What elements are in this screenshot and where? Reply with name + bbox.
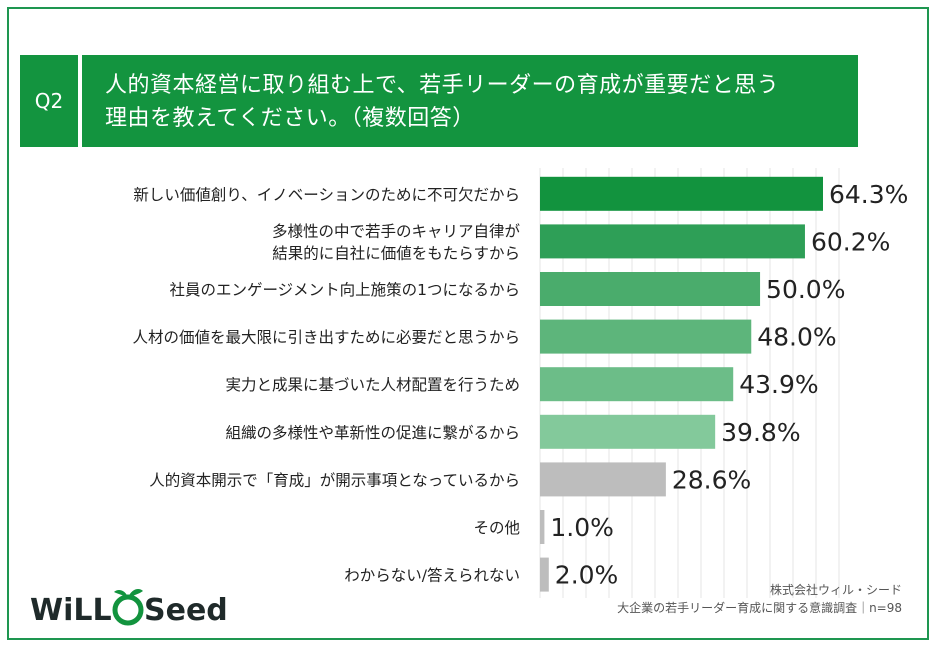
source-note: 株式会社ウィル・シード 大企業の若手リーダー育成に関する意識調査｜n=98: [617, 581, 902, 617]
value-label: 64.3%: [829, 180, 908, 209]
value-label: 1.0%: [550, 513, 614, 542]
bar: [540, 176, 823, 211]
value-label: 39.8%: [721, 418, 800, 447]
source-survey: 大企業の若手リーダー育成に関する意識調査｜n=98: [617, 601, 902, 615]
category-label: 社員のエンゲージメント向上施策の1つになるから: [169, 281, 520, 299]
willseed-logo: WiLL Seed: [30, 589, 228, 628]
category-label: 実力と成果に基づいた人材配置を行うため: [225, 376, 520, 394]
question-text: 人的資本経営に取り組む上で、若手リーダーの育成が重要だと思う 理由を教えてくださ…: [105, 73, 780, 131]
category-label: 新しい価値創り、イノベーションのために不可欠だから: [133, 186, 520, 204]
bar: [540, 557, 549, 592]
category-label: その他: [473, 519, 520, 537]
question-number: Q2: [34, 89, 64, 113]
category-labels: 新しい価値創り、イノベーションのために不可欠だから多様性の中で若手のキャリア自律…: [132, 186, 520, 585]
logo-text-seed: Seed: [144, 593, 228, 628]
sprout-icon: [112, 589, 144, 626]
bar: [540, 414, 716, 449]
bar: [540, 510, 545, 544]
category-label: 多様性の中で若手のキャリア自律が結果的に自社に価値をもたらすから: [272, 222, 521, 262]
value-labels: 64.3% 60.2% 50.0% 48.0% 43.9% 39.8% 28.6% 1.0% 2…: [550, 180, 908, 590]
bar: [540, 224, 805, 259]
bar: [540, 272, 761, 306]
header-divider: [78, 55, 82, 147]
category-label: わからない/答えられない: [344, 567, 520, 585]
value-label: 60.2%: [811, 227, 890, 256]
category-label: 人材の価値を最大限に引き出すために必要だと思うから: [132, 329, 520, 347]
source-company: 株式会社ウィル・シード: [769, 583, 902, 597]
bars: [540, 176, 823, 592]
value-label: 28.6%: [672, 465, 751, 494]
value-label: 50.0%: [766, 275, 845, 304]
value-label: 48.0%: [757, 323, 836, 352]
value-label: 2.0%: [555, 561, 619, 590]
logo-text-will: WiLL: [30, 593, 112, 628]
bar: [540, 462, 666, 497]
bar: [540, 367, 734, 402]
bar: [540, 319, 752, 354]
question-header: Q2 人的資本経営に取り組む上で、若手リーダーの育成が重要だと思う 理由を教えて…: [20, 55, 858, 147]
value-label: 43.9%: [739, 370, 818, 399]
category-label: 人的資本開示で「育成」が開示事項となっているから: [149, 471, 520, 489]
category-label: 組織の多様性や革新性の促進に繋がるから: [225, 424, 520, 442]
chart-frame: [7, 7, 929, 640]
